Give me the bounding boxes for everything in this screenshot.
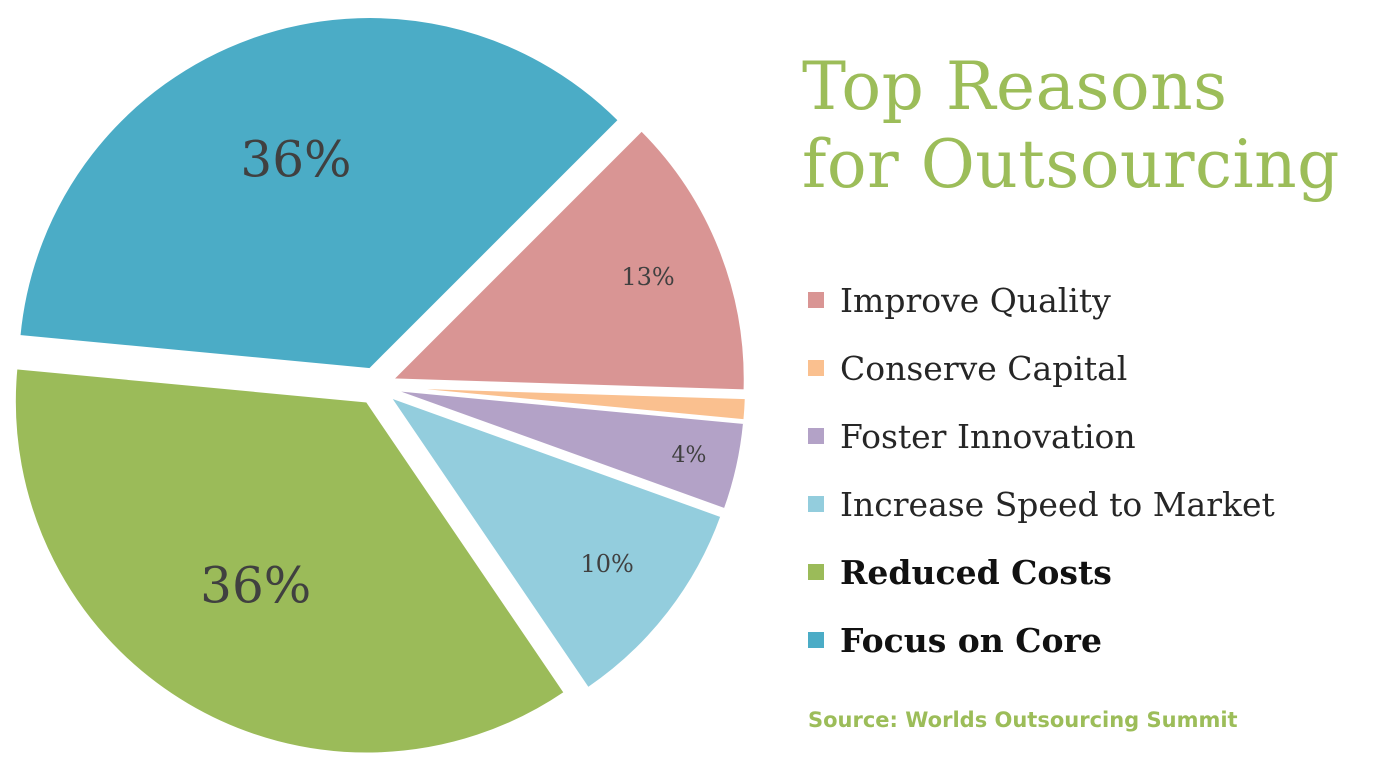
legend-label: Increase Speed to Market [840, 484, 1275, 524]
legend-item-conserve-capital: Conserve Capital [808, 334, 1275, 402]
legend-swatch [808, 564, 824, 580]
chart-title: Top Reasons for Outsourcing [802, 48, 1340, 204]
legend-swatch [808, 632, 824, 648]
legend-item-foster-innovation: Foster Innovation [808, 402, 1275, 470]
data-label-foster-innovation: 4% [672, 443, 707, 468]
legend-label: Conserve Capital [840, 348, 1128, 388]
legend-label: Improve Quality [840, 280, 1111, 320]
legend-item-reduced-costs: Reduced Costs [808, 538, 1275, 606]
legend-label: Foster Innovation [840, 416, 1136, 456]
data-label-increase-speed-to-market: 10% [580, 550, 633, 578]
pie-slice-conserve-capital [393, 386, 747, 422]
pie-slice-improve-quality [390, 129, 746, 392]
legend-swatch [808, 496, 824, 512]
chart-title-line-2: for Outsourcing [802, 126, 1340, 203]
legend-item-increase-speed-to-market: Increase Speed to Market [808, 470, 1275, 538]
pie-slice-focus-on-core [18, 16, 621, 371]
data-label-focus-on-core: 36% [240, 131, 351, 189]
legend-item-improve-quality: Improve Quality [808, 266, 1275, 334]
pie-chart: 13% 4% 10% 36% 36% [13, 16, 747, 755]
legend-label: Focus on Core [840, 620, 1102, 660]
data-label-reduced-costs: 36% [200, 556, 311, 614]
pie-slice-reduced-costs [13, 367, 567, 755]
pie-slice-foster-innovation [393, 388, 746, 511]
legend-swatch [808, 360, 824, 376]
legend-swatch [808, 292, 824, 308]
legend-swatch [808, 428, 824, 444]
legend-item-focus-on-core: Focus on Core [808, 606, 1275, 674]
legend-label: Reduced Costs [840, 552, 1112, 592]
source-note: Source: Worlds Outsourcing Summit [808, 708, 1238, 732]
chart-legend: Improve Quality Conserve Capital Foster … [808, 266, 1275, 674]
data-label-improve-quality: 13% [621, 263, 674, 291]
chart-title-line-1: Top Reasons [802, 48, 1228, 125]
pie-slice-increase-speed-to-market [387, 395, 723, 690]
